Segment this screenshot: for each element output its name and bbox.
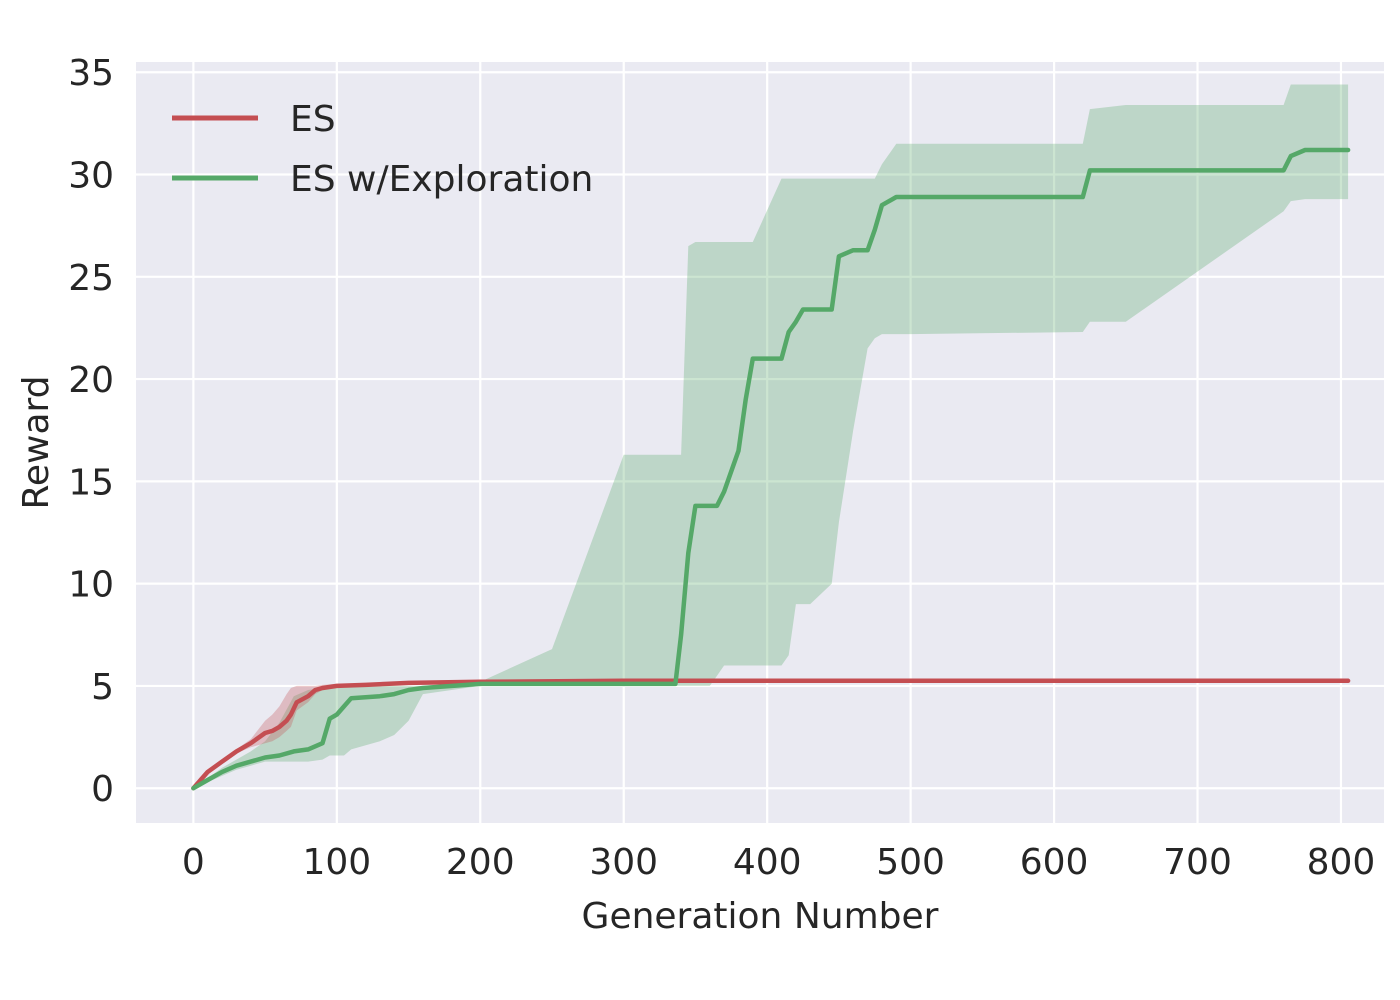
x-tick-label: 600 <box>1020 842 1089 883</box>
x-tick-label: 400 <box>733 842 802 883</box>
series-lines <box>191 147 1351 791</box>
y-tick-label: 15 <box>68 462 114 503</box>
x-tick-label: 800 <box>1307 842 1376 883</box>
x-tick-label: 200 <box>446 842 515 883</box>
series-line <box>191 147 1351 791</box>
x-tick-label: 300 <box>589 842 658 883</box>
y-axis-label: Reward <box>16 375 57 509</box>
band <box>193 84 1349 789</box>
x-tick-label: 500 <box>876 842 945 883</box>
tick-labels: 0 100 200 300 400 500 600 700 800 0 5 10 15 20 25 30 35 <box>68 53 1375 883</box>
band <box>193 679 1349 789</box>
y-tick-label: 5 <box>91 667 114 708</box>
x-tick-label: 700 <box>1163 842 1232 883</box>
series-line <box>191 678 1351 791</box>
legend-label: ES <box>290 99 336 140</box>
confidence-bands <box>193 84 1349 789</box>
legend: ES ES w/Exploration <box>172 99 593 200</box>
x-tick-label: 0 <box>182 842 205 883</box>
grid <box>136 62 1384 823</box>
y-tick-label: 35 <box>68 53 114 94</box>
y-tick-label: 30 <box>68 156 114 197</box>
x-tick-label: 100 <box>302 842 371 883</box>
x-axis-label: Generation Number <box>582 896 939 937</box>
y-tick-label: 20 <box>68 360 114 401</box>
legend-label: ES w/Exploration <box>290 159 593 200</box>
y-tick-label: 0 <box>91 769 114 810</box>
plot-area <box>136 62 1384 823</box>
y-tick-label: 25 <box>68 258 114 299</box>
y-tick-label: 10 <box>68 565 114 606</box>
